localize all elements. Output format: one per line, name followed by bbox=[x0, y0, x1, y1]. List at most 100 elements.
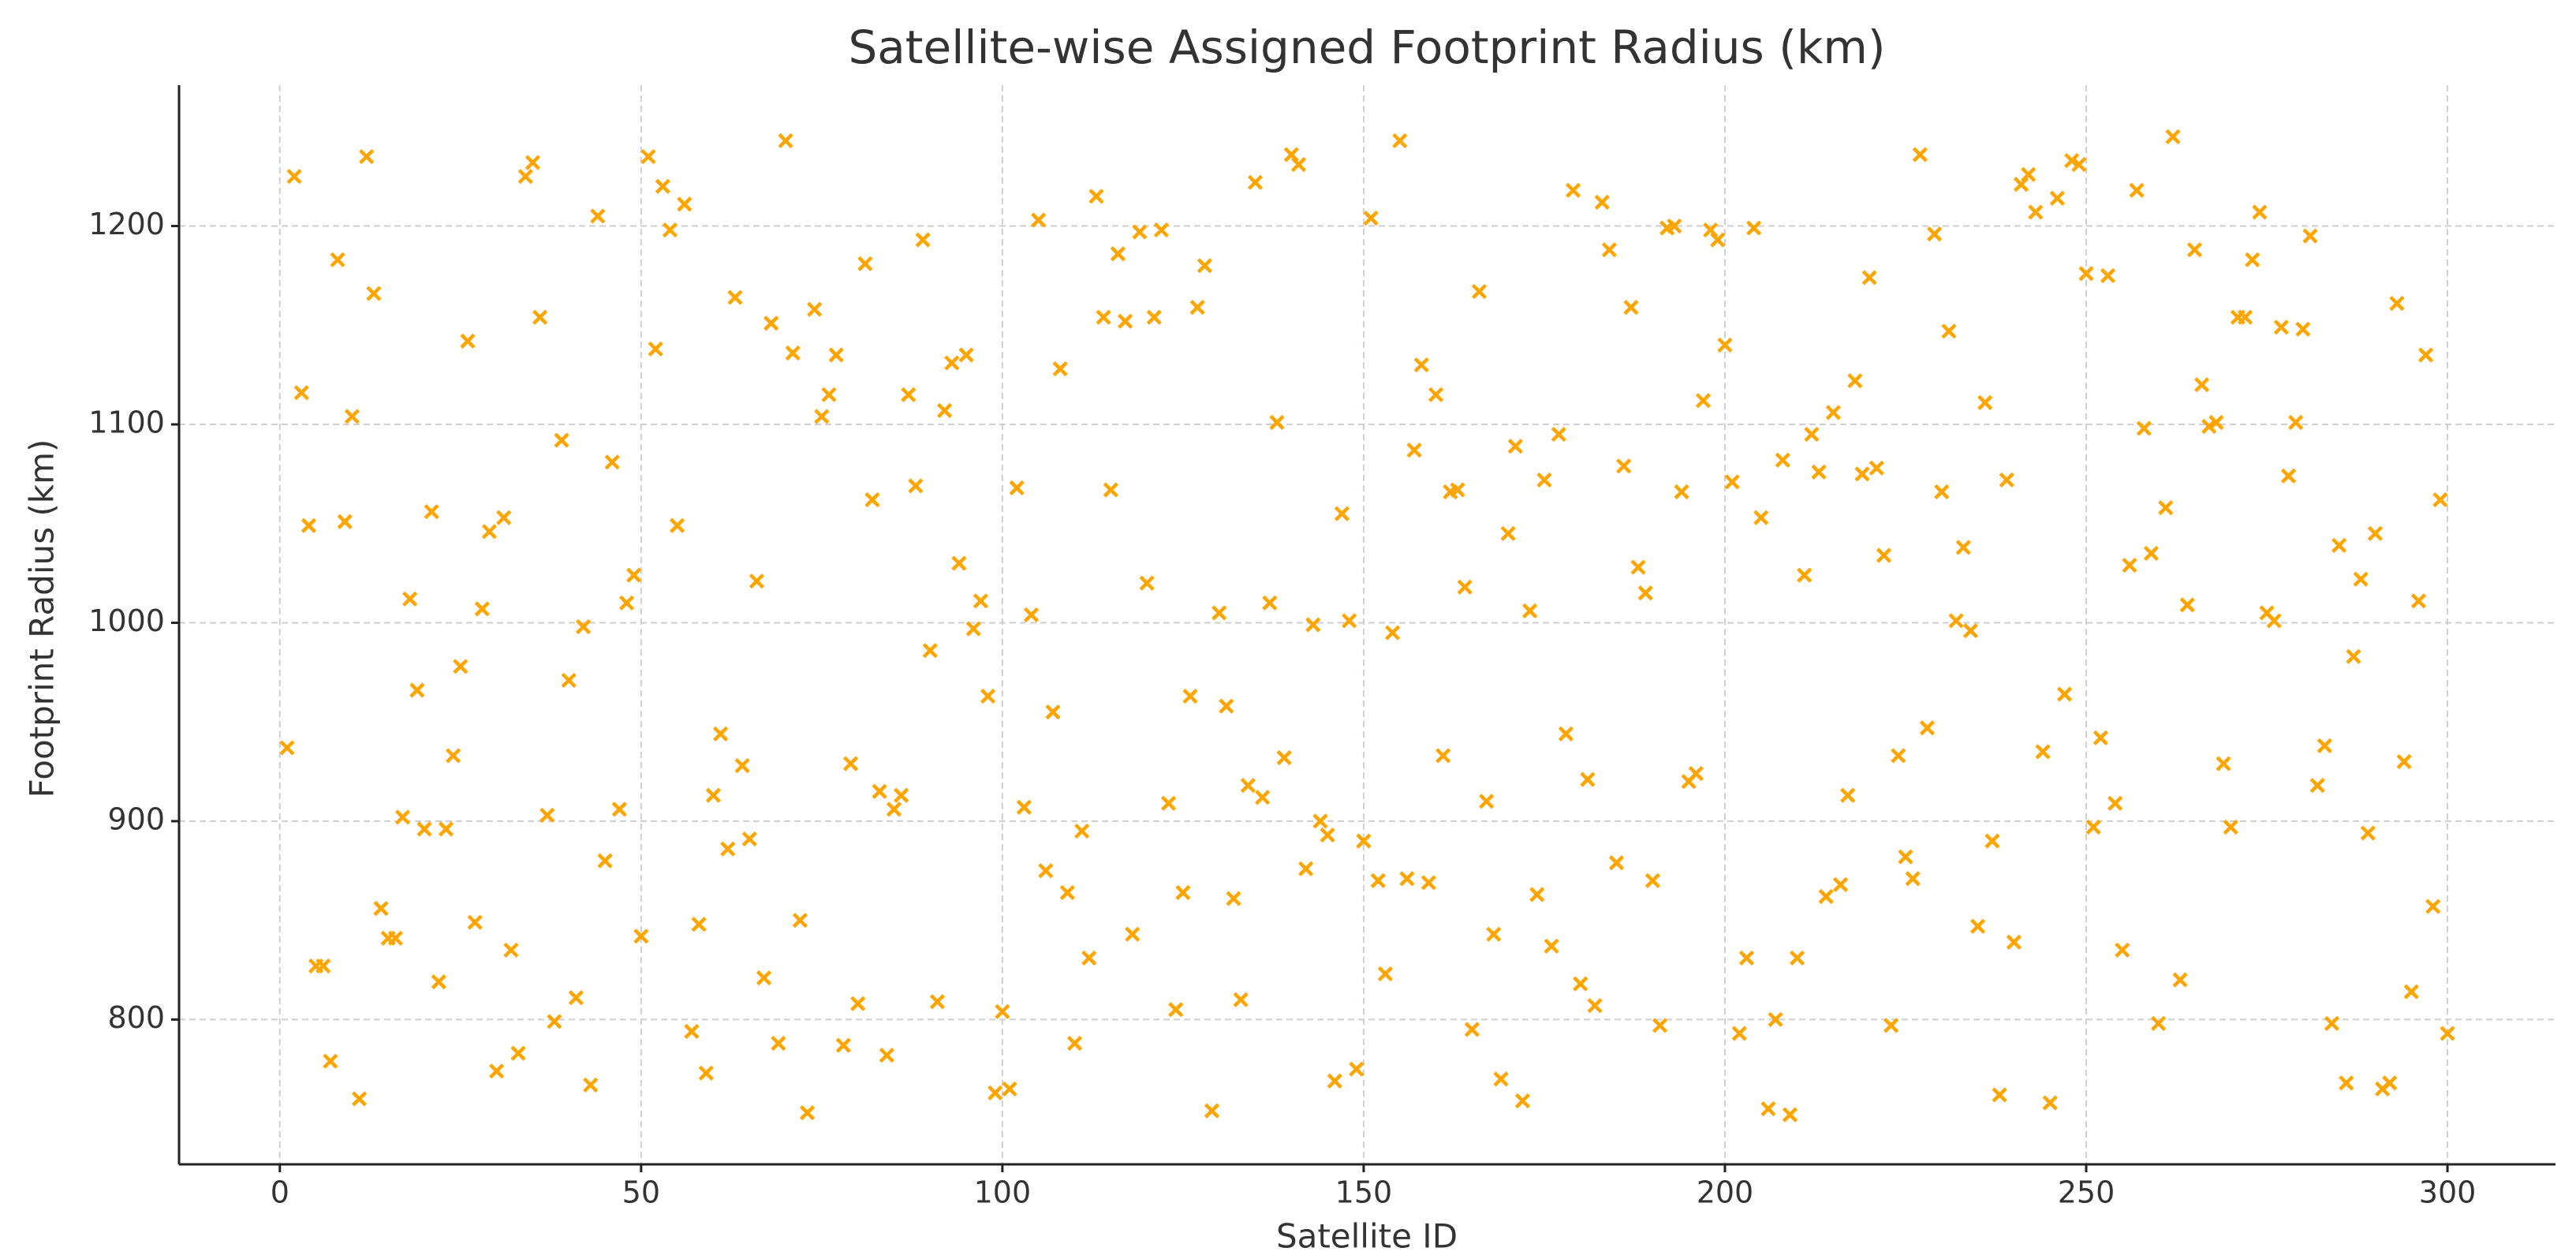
scatter-point bbox=[734, 757, 750, 774]
scatter-point bbox=[561, 672, 577, 689]
scatter-point bbox=[1630, 559, 1646, 575]
scatter-point bbox=[330, 252, 345, 267]
scatter-point bbox=[763, 316, 779, 331]
chart-title: Satellite-wise Assigned Footprint Radius… bbox=[848, 21, 1885, 74]
scatter-point bbox=[864, 491, 880, 508]
scatter-point bbox=[1175, 884, 1191, 901]
scatter-point bbox=[2100, 267, 2116, 284]
scatter-point bbox=[481, 524, 498, 540]
scatter-point bbox=[842, 756, 859, 771]
scatter-point bbox=[1580, 771, 1596, 787]
scatter-point bbox=[1471, 283, 1488, 300]
scatter-point bbox=[1204, 1103, 1220, 1119]
x-tick-label: 150 bbox=[1335, 1175, 1393, 1210]
scatter-point bbox=[626, 567, 642, 583]
scatter-point bbox=[929, 994, 946, 1010]
x-tick-label: 100 bbox=[974, 1175, 1032, 1210]
scatter-point bbox=[965, 621, 981, 637]
x-tick-label: 300 bbox=[2419, 1175, 2477, 1210]
scatter-point bbox=[1905, 871, 1921, 887]
x-tick-label: 200 bbox=[1697, 1175, 1754, 1210]
scatter-point bbox=[1189, 300, 1205, 316]
scatter-point bbox=[1262, 595, 1278, 611]
scatter-point bbox=[1565, 182, 1581, 198]
scatter-point bbox=[677, 196, 693, 212]
scatter-point bbox=[597, 853, 613, 869]
scatter-point bbox=[872, 783, 887, 799]
scatter-point bbox=[2339, 1075, 2354, 1091]
scatter-point bbox=[1276, 749, 1292, 766]
scatter-point bbox=[2179, 597, 2195, 613]
scatter-point bbox=[1283, 147, 1299, 163]
scatter-point bbox=[1587, 998, 1603, 1014]
scatter-point bbox=[1825, 405, 1841, 420]
scatter-point bbox=[1912, 147, 1928, 163]
scatter-point bbox=[1038, 863, 1054, 879]
scatter-point bbox=[1298, 861, 1314, 876]
scatter-point bbox=[951, 555, 967, 571]
scatter-point bbox=[1876, 547, 1892, 563]
scatter-point bbox=[901, 387, 917, 402]
scatter-point bbox=[828, 347, 844, 363]
scatter-point bbox=[1753, 510, 1769, 525]
scatter-point bbox=[539, 807, 555, 824]
scatter-point bbox=[857, 256, 873, 271]
scatter-point bbox=[489, 1063, 505, 1079]
scatter-point bbox=[1573, 976, 1589, 992]
scatter-point bbox=[2288, 414, 2304, 431]
scatter-point bbox=[915, 232, 931, 248]
scatter-point bbox=[2115, 942, 2130, 958]
scatter-point bbox=[402, 591, 418, 607]
scatter-point bbox=[1066, 1036, 1083, 1052]
scatter-point bbox=[1349, 1061, 1365, 1077]
scatter-point bbox=[640, 148, 656, 165]
scatter-point bbox=[351, 1091, 368, 1107]
scatter-point bbox=[2093, 730, 2108, 745]
scatter-point bbox=[1797, 567, 1813, 583]
scatter-point bbox=[1927, 226, 1943, 242]
scatter-point bbox=[1608, 855, 1625, 871]
scatter-point bbox=[1247, 174, 1264, 190]
scatter-point bbox=[1450, 482, 1465, 498]
scatter-point bbox=[2331, 537, 2347, 554]
scatter-point bbox=[467, 914, 483, 930]
scatter-point bbox=[2021, 166, 2037, 182]
scatter-point bbox=[2085, 819, 2101, 835]
scatter-point bbox=[1118, 313, 1133, 329]
scatter-point bbox=[778, 133, 793, 149]
scatter-point bbox=[547, 1014, 562, 1029]
scatter-point bbox=[771, 1036, 786, 1052]
scatter-point bbox=[1522, 603, 1538, 618]
scatter-point bbox=[2382, 1075, 2398, 1091]
scatter-point bbox=[1240, 778, 1256, 794]
scatter-point bbox=[799, 1105, 816, 1121]
scatter-point bbox=[2122, 557, 2137, 573]
scatter-point bbox=[1464, 1022, 1480, 1037]
scatter-point bbox=[1074, 823, 1090, 839]
scatter-point bbox=[1088, 189, 1104, 204]
scatter-point bbox=[879, 1048, 894, 1063]
scatter-point bbox=[474, 601, 490, 617]
scatter-point bbox=[2417, 347, 2434, 363]
scatter-point bbox=[958, 347, 974, 363]
scatter-point bbox=[2295, 321, 2311, 337]
scatter-point bbox=[1688, 766, 1704, 782]
scatter-point bbox=[1457, 579, 1473, 595]
scatter-point bbox=[1551, 426, 1566, 443]
scatter-point bbox=[1168, 1002, 1184, 1018]
scatter-point bbox=[1320, 827, 1335, 843]
scatter-point bbox=[496, 510, 512, 525]
scatter-point bbox=[387, 930, 403, 946]
y-tick-label: 900 bbox=[107, 801, 165, 836]
scatter-point bbox=[2266, 613, 2282, 629]
scatter-point bbox=[2136, 420, 2152, 436]
scatter-point bbox=[648, 341, 663, 357]
scatter-point bbox=[1479, 794, 1495, 809]
scatter-point bbox=[337, 514, 353, 529]
scatter-point bbox=[922, 643, 938, 659]
scatter-point bbox=[1421, 875, 1436, 891]
scatter-point bbox=[1652, 1018, 1668, 1033]
scatter-point bbox=[2216, 756, 2231, 771]
scatter-point bbox=[1760, 1100, 1776, 1117]
